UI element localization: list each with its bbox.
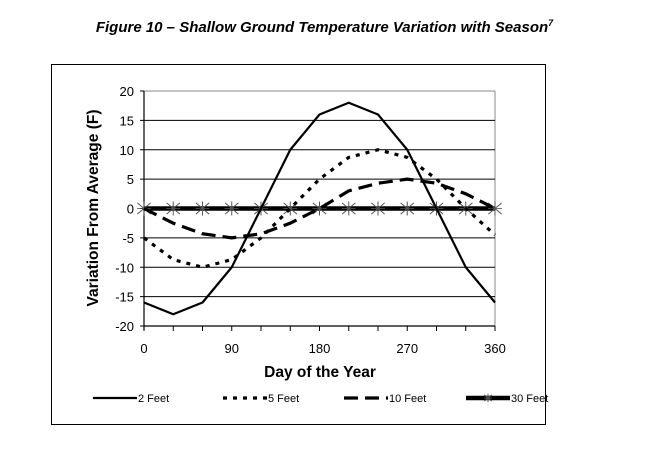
asterisk-marker bbox=[371, 201, 385, 216]
tick-labels: -20 -15 -10 -5 0 5 10 15 20 0 90 180 270 360 bbox=[115, 84, 506, 356]
figure-title-text: Figure 10 – Shallow Ground Temperature V… bbox=[95, 19, 549, 36]
asterisk-marker bbox=[483, 394, 493, 402]
legend-item-10-feet: 10 Feet bbox=[344, 393, 426, 405]
legend-label-2-feet: 2 Feet bbox=[138, 393, 169, 405]
legend-label-5-feet: 5 Feet bbox=[268, 393, 299, 405]
legend: 2 Feet 5 Feet 10 Feet 30 Feet bbox=[93, 393, 548, 405]
x-tick-label: 270 bbox=[396, 341, 418, 356]
x-axis-title: Day of the Year bbox=[264, 364, 376, 381]
series-group bbox=[137, 101, 502, 316]
chart-frame bbox=[51, 64, 546, 425]
y-tick-label: -5 bbox=[122, 231, 134, 246]
legend-item-2-feet: 2 Feet bbox=[93, 393, 169, 405]
figure-title: Figure 10 – Shallow Ground Temperature V… bbox=[0, 18, 649, 36]
legend-item-5-feet: 5 Feet bbox=[223, 393, 299, 405]
x-tick-label: 0 bbox=[140, 341, 147, 356]
y-tick-label: 15 bbox=[120, 113, 134, 128]
y-tick-label: -20 bbox=[115, 319, 134, 334]
asterisk-marker bbox=[195, 201, 210, 216]
footnote-superscript: 7 bbox=[548, 18, 554, 28]
asterisk-marker bbox=[224, 201, 239, 216]
y-tick-label: -10 bbox=[115, 260, 134, 275]
x-tick-label: 90 bbox=[225, 341, 239, 356]
asterisk-marker bbox=[166, 201, 181, 216]
asterisk-marker bbox=[400, 201, 415, 216]
legend-label-30-feet: 30 Feet bbox=[511, 393, 548, 405]
axes bbox=[140, 90, 496, 331]
y-tick-label: -15 bbox=[115, 290, 134, 305]
legend-item-30-feet: 30 Feet bbox=[466, 393, 548, 405]
y-tick-label: 10 bbox=[120, 143, 134, 158]
legend-label-10-feet: 10 Feet bbox=[389, 393, 426, 405]
x-tick-label: 180 bbox=[309, 341, 331, 356]
x-tick-label: 360 bbox=[484, 341, 506, 356]
y-tick-label: 0 bbox=[127, 202, 134, 217]
asterisk-marker bbox=[341, 201, 356, 216]
y-tick-label: 5 bbox=[127, 172, 134, 187]
y-tick-label: 20 bbox=[120, 84, 134, 99]
y-axis-title: Variation From Average (F) bbox=[85, 110, 102, 307]
